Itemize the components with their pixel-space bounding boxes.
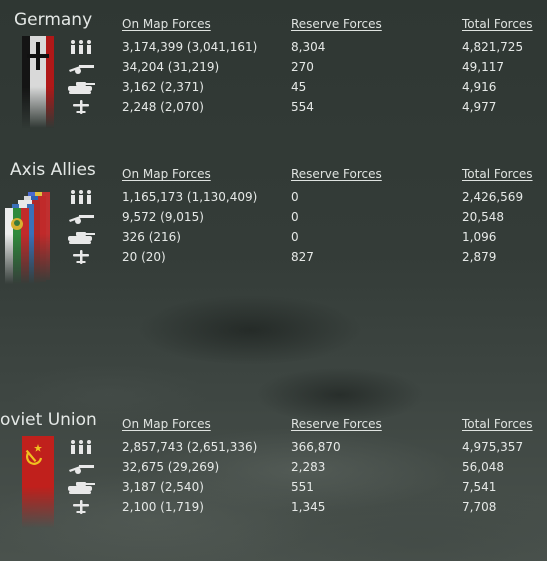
header-reserve: Reserve Forces [291, 17, 382, 31]
reserve-value: 2,283 [291, 460, 326, 474]
on-map-value: 9,572 (9,015) [122, 210, 204, 224]
table-row: 1,165,173 (1,130,409) 0 2,426,569 [0, 188, 547, 208]
total-value: 2,879 [462, 250, 497, 264]
on-map-value: 2,857,743 (2,651,336) [122, 440, 258, 454]
faction-soviet-union: oviet Union On Map Forces Reserve Forces… [0, 410, 547, 550]
table-row: 3,162 (2,371) 45 4,916 [0, 78, 547, 98]
total-value: 49,117 [462, 60, 504, 74]
header-on-map: On Map Forces [122, 17, 211, 31]
on-map-value: 20 (20) [122, 250, 166, 264]
faction-title: oviet Union [0, 410, 97, 430]
header-total: Total Forces [462, 417, 533, 431]
total-value: 7,541 [462, 480, 497, 494]
artillery-icon [69, 465, 94, 474]
on-map-value: 2,248 (2,070) [122, 100, 204, 114]
table-row: 2,857,743 (2,651,336) 366,870 4,975,357 [0, 438, 547, 458]
faction-title: Germany [14, 10, 93, 30]
faction-title: Axis Allies [10, 160, 96, 180]
header-reserve: Reserve Forces [291, 167, 382, 181]
table-row: 3,187 (2,540) 551 7,541 [0, 478, 547, 498]
reserve-value: 0 [291, 230, 299, 244]
on-map-value: 3,162 (2,371) [122, 80, 204, 94]
header-total: Total Forces [462, 167, 533, 181]
infantry-icon [71, 440, 91, 454]
aircraft-icon [73, 100, 89, 114]
reserve-value: 45 [291, 80, 307, 94]
total-value: 4,821,725 [462, 40, 524, 54]
artillery-icon [69, 215, 94, 224]
aircraft-icon [73, 500, 89, 514]
table-row: 3,174,399 (3,041,161) 8,304 4,821,725 [0, 38, 547, 58]
reserve-value: 8,304 [291, 40, 326, 54]
reserve-value: 551 [291, 480, 314, 494]
on-map-value: 326 (216) [122, 230, 181, 244]
table-row: 9,572 (9,015) 0 20,548 [0, 208, 547, 228]
tank-icon [68, 482, 95, 494]
on-map-value: 3,174,399 (3,041,161) [122, 40, 258, 54]
table-row: 326 (216) 0 1,096 [0, 228, 547, 248]
reserve-value: 827 [291, 250, 314, 264]
table-row: 2,100 (1,719) 1,345 7,708 [0, 498, 547, 518]
header-on-map: On Map Forces [122, 167, 211, 181]
faction-axis-allies: Axis Allies On Map Forces Reserve Forces… [0, 160, 547, 300]
tank-icon [68, 232, 95, 244]
total-value: 7,708 [462, 500, 497, 514]
on-map-value: 1,165,173 (1,130,409) [122, 190, 258, 204]
table-row: 34,204 (31,219) 270 49,117 [0, 58, 547, 78]
reserve-value: 270 [291, 60, 314, 74]
infantry-icon [71, 40, 91, 54]
table-row: 32,675 (29,269) 2,283 56,048 [0, 458, 547, 478]
reserve-value: 1,345 [291, 500, 326, 514]
reserve-value: 366,870 [291, 440, 341, 454]
on-map-value: 34,204 (31,219) [122, 60, 220, 74]
total-value: 4,916 [462, 80, 497, 94]
table-row: 20 (20) 827 2,879 [0, 248, 547, 268]
on-map-value: 32,675 (29,269) [122, 460, 220, 474]
on-map-value: 3,187 (2,540) [122, 480, 204, 494]
table-row: 2,248 (2,070) 554 4,977 [0, 98, 547, 118]
soviet-flag-icon [22, 436, 54, 528]
total-value: 20,548 [462, 210, 504, 224]
total-value: 4,977 [462, 100, 497, 114]
header-reserve: Reserve Forces [291, 417, 382, 431]
axis-allies-flags-icon [5, 192, 50, 284]
total-value: 2,426,569 [462, 190, 524, 204]
faction-germany: Germany On Map Forces Reserve Forces Tot… [0, 10, 547, 150]
infantry-icon [71, 190, 91, 204]
tank-icon [68, 82, 95, 94]
reserve-value: 554 [291, 100, 314, 114]
header-on-map: On Map Forces [122, 417, 211, 431]
artillery-icon [69, 65, 94, 74]
aircraft-icon [73, 250, 89, 264]
total-value: 1,096 [462, 230, 497, 244]
total-value: 56,048 [462, 460, 504, 474]
reserve-value: 0 [291, 210, 299, 224]
total-value: 4,975,357 [462, 440, 524, 454]
on-map-value: 2,100 (1,719) [122, 500, 204, 514]
germany-war-flag-icon [22, 36, 54, 128]
header-total: Total Forces [462, 17, 533, 31]
reserve-value: 0 [291, 190, 299, 204]
